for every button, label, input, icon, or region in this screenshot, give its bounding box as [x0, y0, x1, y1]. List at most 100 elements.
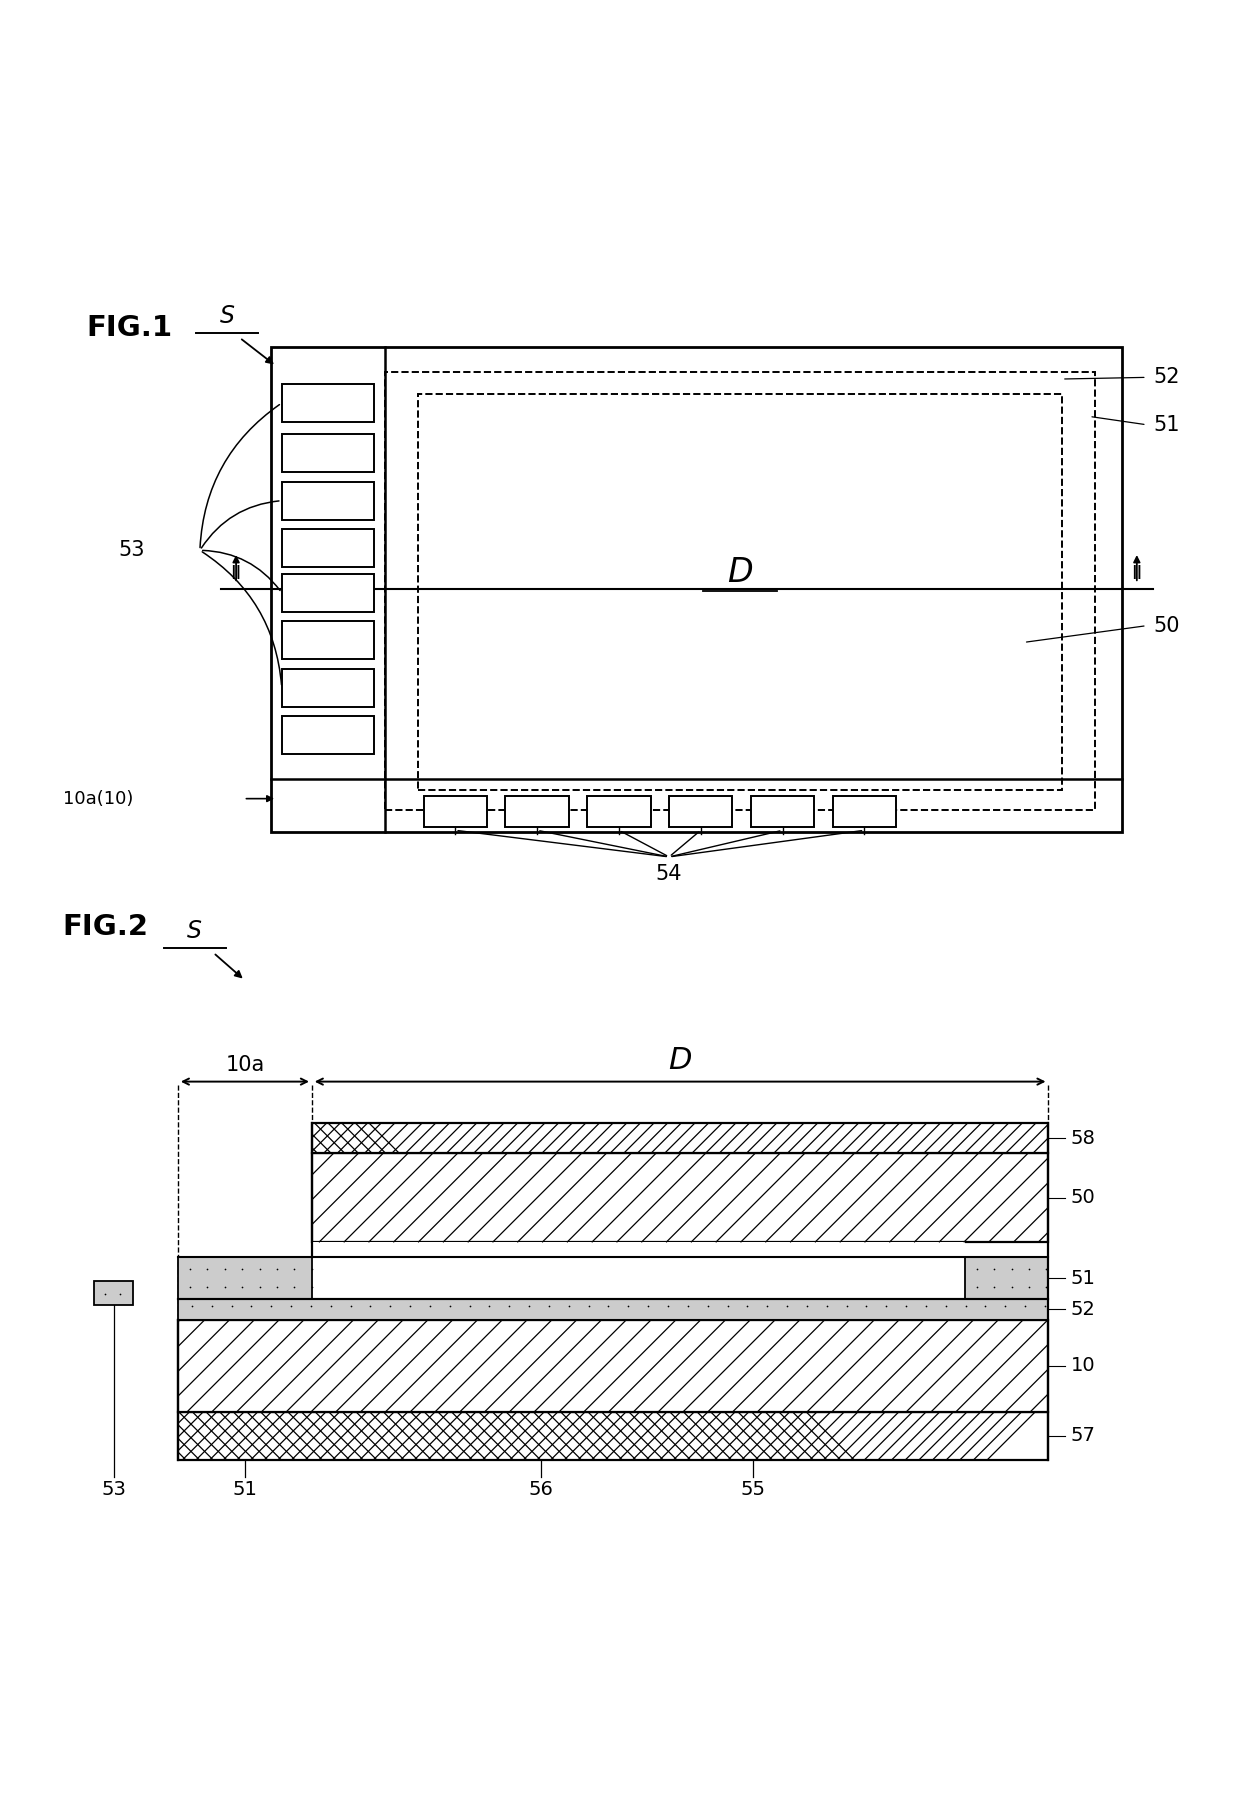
Text: 51: 51 — [232, 1480, 258, 1498]
Point — [559, 1291, 579, 1320]
Point — [996, 1291, 1016, 1320]
Point — [817, 1291, 837, 1320]
Bar — [424, 796, 487, 827]
Bar — [418, 395, 1061, 791]
Point — [1019, 1273, 1039, 1302]
Point — [797, 1291, 817, 1320]
Bar — [311, 1258, 965, 1298]
Point — [916, 1291, 936, 1320]
Point — [639, 1291, 658, 1320]
Text: 10: 10 — [1071, 1356, 1095, 1374]
Point — [262, 1291, 281, 1320]
Text: 58: 58 — [1071, 1129, 1096, 1147]
Text: 10a(10): 10a(10) — [63, 789, 134, 807]
Bar — [670, 796, 733, 827]
Text: D: D — [727, 556, 753, 589]
Point — [1019, 1254, 1039, 1284]
Text: 10a: 10a — [226, 1056, 264, 1076]
Bar — [311, 1124, 1048, 1153]
Point — [678, 1291, 698, 1320]
Text: 51: 51 — [1071, 1269, 1096, 1287]
Point — [301, 1273, 321, 1302]
Point — [956, 1291, 976, 1320]
Point — [520, 1291, 539, 1320]
Point — [599, 1291, 619, 1320]
Point — [215, 1254, 234, 1284]
Point — [460, 1291, 480, 1320]
Point — [182, 1291, 202, 1320]
Point — [897, 1291, 916, 1320]
Point — [1002, 1273, 1022, 1302]
Point — [341, 1291, 361, 1320]
Point — [301, 1291, 321, 1320]
Point — [877, 1291, 897, 1320]
Text: FIG.2: FIG.2 — [62, 913, 148, 940]
Point — [1037, 1254, 1056, 1284]
Text: 56: 56 — [528, 1480, 553, 1498]
Bar — [281, 482, 374, 520]
Point — [197, 1273, 217, 1302]
Bar — [506, 796, 569, 827]
Point — [1002, 1254, 1022, 1284]
Point — [180, 1273, 200, 1302]
Point — [180, 1254, 200, 1284]
Point — [215, 1273, 234, 1302]
Point — [284, 1273, 304, 1302]
Point — [539, 1291, 559, 1320]
Point — [658, 1291, 678, 1320]
Bar — [281, 574, 374, 611]
Point — [242, 1291, 262, 1320]
Point — [381, 1291, 401, 1320]
Text: 52: 52 — [1153, 367, 1179, 387]
Text: 52: 52 — [1071, 1300, 1096, 1318]
Point — [967, 1254, 987, 1284]
Point — [1016, 1291, 1035, 1320]
Point — [232, 1254, 252, 1284]
Point — [718, 1291, 738, 1320]
Text: 50: 50 — [1153, 616, 1179, 636]
Point — [232, 1273, 252, 1302]
Point — [967, 1273, 987, 1302]
Bar — [281, 384, 374, 422]
Text: 51: 51 — [1153, 415, 1179, 435]
Bar — [965, 1258, 1048, 1298]
Text: 54: 54 — [656, 864, 682, 884]
Point — [401, 1291, 420, 1320]
Point — [202, 1291, 222, 1320]
Text: 57: 57 — [1071, 1427, 1096, 1445]
Text: S: S — [187, 918, 202, 944]
Text: S: S — [219, 304, 234, 327]
Point — [777, 1291, 797, 1320]
Point — [249, 1254, 269, 1284]
Bar — [94, 1282, 133, 1305]
Point — [440, 1291, 460, 1320]
Bar — [281, 622, 374, 660]
Point — [985, 1273, 1004, 1302]
Text: II: II — [231, 564, 242, 584]
Bar — [281, 669, 374, 707]
Point — [420, 1291, 440, 1320]
Point — [738, 1291, 758, 1320]
Point — [698, 1291, 718, 1320]
Bar — [281, 529, 374, 567]
Point — [500, 1291, 520, 1320]
Text: 50: 50 — [1071, 1189, 1095, 1207]
Bar — [386, 371, 1095, 809]
Bar — [179, 1298, 1048, 1320]
Text: FIG.1: FIG.1 — [87, 315, 172, 342]
Point — [985, 1254, 1004, 1284]
Point — [267, 1254, 286, 1284]
Point — [301, 1254, 321, 1284]
Point — [321, 1291, 341, 1320]
Point — [361, 1291, 381, 1320]
Point — [94, 1280, 114, 1309]
Bar — [179, 1258, 311, 1298]
Point — [267, 1273, 286, 1302]
Text: II: II — [1131, 564, 1142, 584]
Point — [837, 1291, 857, 1320]
Bar — [179, 1320, 1048, 1413]
Point — [249, 1273, 269, 1302]
Bar — [179, 1413, 1048, 1460]
Text: D: D — [668, 1047, 692, 1076]
Bar — [588, 796, 651, 827]
